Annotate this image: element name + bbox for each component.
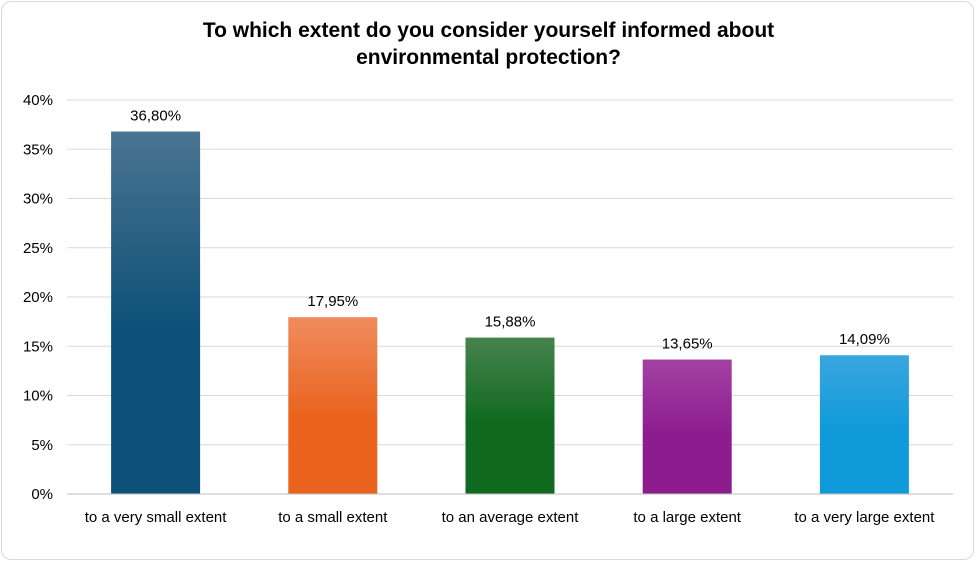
data-label: 13,65% — [662, 336, 713, 353]
y-tick-label: 5% — [31, 437, 53, 454]
data-label: 15,88% — [485, 314, 536, 331]
bar — [465, 337, 555, 494]
y-tick-label: 10% — [23, 388, 53, 405]
bar — [111, 131, 201, 494]
x-tick-label: to a large extent — [633, 509, 741, 526]
y-tick-label: 20% — [23, 289, 53, 306]
chart-title: To which extent do you consider yourself… — [0, 17, 977, 71]
x-tick-label: to a very large extent — [794, 509, 935, 526]
x-tick-label: to a very small extent — [84, 509, 227, 526]
x-tick-label: to an average extent — [441, 509, 579, 526]
y-tick-label: 0% — [31, 486, 53, 503]
bar — [819, 355, 909, 494]
y-tick-label: 15% — [23, 338, 53, 355]
y-tick-label: 40% — [23, 92, 53, 109]
bar — [288, 317, 378, 494]
chart-title-line-1: To which extent do you consider yourself… — [202, 19, 775, 42]
y-tick-label: 35% — [23, 141, 53, 158]
data-label: 17,95% — [307, 293, 358, 310]
y-tick-label: 30% — [23, 191, 53, 208]
y-tick-label: 25% — [23, 240, 53, 257]
data-label: 36,80% — [130, 108, 181, 125]
x-tick-label: to a small extent — [278, 509, 388, 526]
chart-title-line-2: environmental protection? — [356, 46, 621, 69]
data-label: 14,09% — [839, 331, 890, 348]
bar — [642, 359, 732, 494]
